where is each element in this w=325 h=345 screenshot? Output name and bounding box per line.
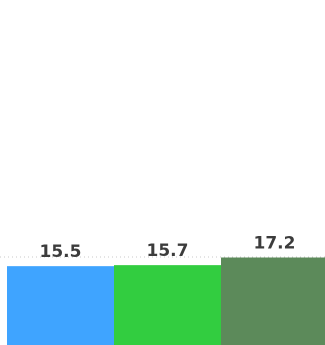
data-label-3: 17.2: [254, 234, 296, 254]
data-label-2: 15.7: [147, 241, 189, 261]
bar-2: [114, 265, 221, 345]
bar-1: [7, 266, 114, 345]
data-labels-group: 15.5 15.7 17.2: [40, 234, 296, 263]
bar-3: [221, 257, 325, 345]
bars-group: [7, 257, 325, 345]
data-label-1: 15.5: [40, 242, 82, 262]
